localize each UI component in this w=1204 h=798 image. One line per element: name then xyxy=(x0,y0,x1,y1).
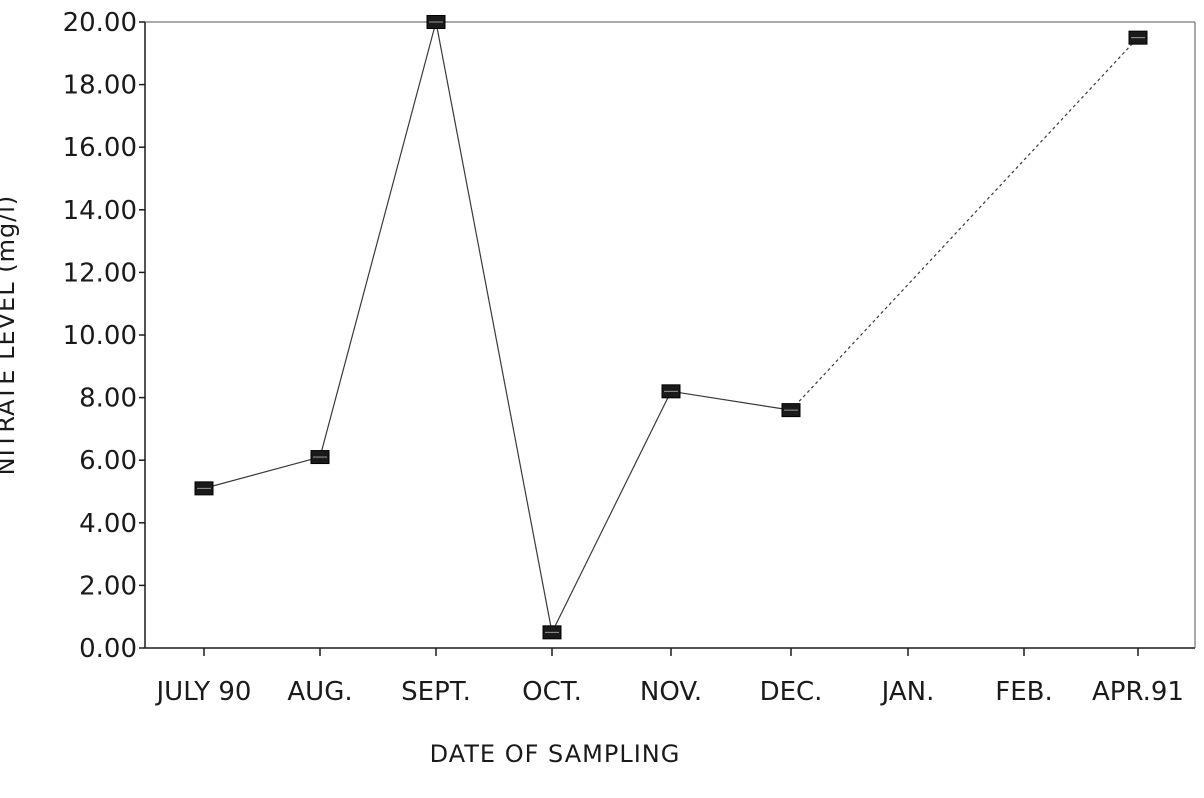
data-point xyxy=(1128,30,1148,45)
x-tick-label: FEB. xyxy=(995,677,1052,707)
x-tick-label: AUG. xyxy=(287,677,352,707)
y-axis-ticks: 0.00 2.00 4.00 6.00 8.00 10.00 12.00 14.00 16.00… xyxy=(63,8,145,664)
y-axis-title: NITRATE LEVEL (mg/l) xyxy=(0,195,20,476)
x-tick-label: JULY 90 xyxy=(155,677,252,707)
y-tick-label: 6.00 xyxy=(79,446,137,476)
data-point xyxy=(781,403,801,418)
series-line-segment xyxy=(551,391,672,633)
series-line-segment xyxy=(203,456,321,489)
x-axis-ticks: JULY 90 AUG. SEPT. OCT. NOV. DEC. JAN. FEB. APR.… xyxy=(155,648,1184,707)
y-tick-label: 8.00 xyxy=(79,384,137,414)
series-line-segment xyxy=(319,21,437,458)
series-line-segment xyxy=(790,37,1139,411)
y-tick-label: 14.00 xyxy=(63,196,137,226)
data-point xyxy=(194,481,214,496)
x-tick-label: APR.91 xyxy=(1092,677,1184,707)
data-point xyxy=(426,15,446,29)
y-tick-label: 4.00 xyxy=(79,509,137,539)
plot-frame xyxy=(144,21,1196,649)
y-tick-label: 16.00 xyxy=(63,133,137,163)
y-tick-label: 10.00 xyxy=(63,321,137,351)
data-point xyxy=(542,625,562,640)
y-tick-label: 0.00 xyxy=(79,634,137,664)
x-axis-title: DATE OF SAMPLING xyxy=(430,740,681,768)
y-tick-label: 12.00 xyxy=(63,258,137,288)
series-line-segment xyxy=(670,390,792,411)
y-tick-label: 20.00 xyxy=(63,8,137,38)
data-markers xyxy=(194,15,1148,640)
y-tick-label: 2.00 xyxy=(79,571,137,601)
series-line-segment xyxy=(435,21,553,633)
x-tick-label: OCT. xyxy=(522,677,582,707)
x-tick-label: SEPT. xyxy=(401,677,471,707)
x-tick-label: NOV. xyxy=(640,677,702,707)
data-point xyxy=(310,450,330,465)
x-tick-label: DEC. xyxy=(760,677,823,707)
data-point xyxy=(661,384,681,399)
y-tick-label: 18.00 xyxy=(63,71,137,101)
x-tick-label: JAN. xyxy=(880,677,935,707)
series-lines xyxy=(203,21,1139,633)
